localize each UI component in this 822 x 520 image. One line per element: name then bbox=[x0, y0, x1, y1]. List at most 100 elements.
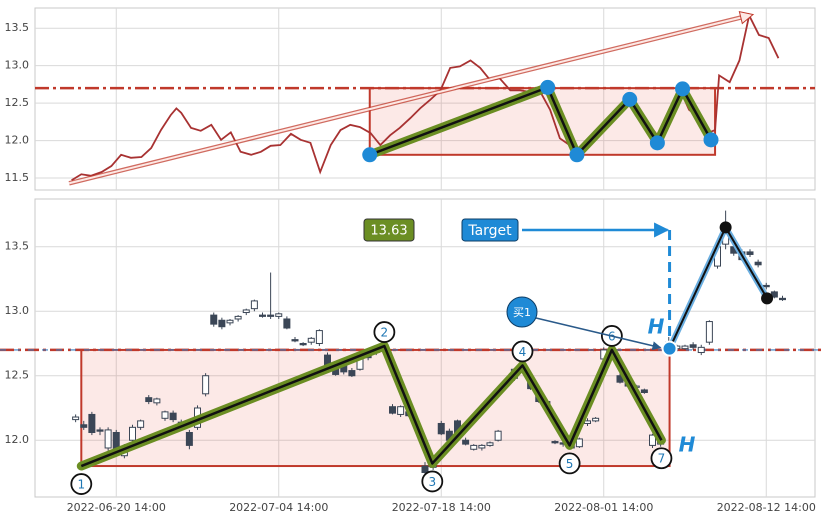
candle-body bbox=[88, 413, 96, 433]
candle-body bbox=[689, 344, 697, 348]
y-tick-label: 12.5 bbox=[5, 96, 30, 109]
target-value-box bbox=[363, 218, 415, 242]
candle-body bbox=[421, 465, 429, 473]
h-label: H bbox=[648, 315, 665, 339]
candle-body bbox=[478, 444, 486, 449]
candle-body bbox=[649, 434, 656, 446]
candle-body bbox=[145, 397, 153, 403]
candle-body bbox=[104, 429, 112, 449]
pattern-label: 2 bbox=[381, 326, 389, 340]
pattern-label: 5 bbox=[566, 457, 574, 471]
pattern-marker bbox=[650, 447, 673, 470]
candle-body bbox=[307, 337, 315, 343]
candle-body bbox=[470, 444, 478, 450]
candle-body bbox=[299, 342, 307, 346]
candle-body bbox=[169, 412, 177, 421]
trade-point bbox=[719, 221, 732, 234]
x-tick-label: 2022-07-18 14:00 bbox=[392, 501, 491, 514]
y-tick-label: 12.5 bbox=[5, 369, 30, 382]
pattern-marker bbox=[70, 473, 93, 495]
candle-body bbox=[697, 346, 705, 354]
y-tick-label: 11.5 bbox=[5, 171, 30, 184]
candle-body bbox=[754, 261, 762, 266]
candle-body bbox=[315, 330, 323, 344]
candle-body bbox=[681, 345, 689, 350]
y-tick-label: 13.5 bbox=[5, 21, 30, 34]
candle-body bbox=[283, 318, 291, 329]
candle-body bbox=[210, 314, 218, 325]
buy-label: 买1 bbox=[513, 306, 531, 319]
candle-body bbox=[267, 314, 275, 317]
candle-body bbox=[202, 375, 210, 395]
y-tick-label: 13.0 bbox=[5, 304, 30, 317]
candle-body bbox=[640, 389, 648, 394]
x-tick-label: 2022-08-01 14:00 bbox=[554, 501, 653, 514]
candle-body bbox=[746, 251, 754, 255]
target-label: Target bbox=[467, 223, 512, 239]
candle-body bbox=[242, 309, 250, 314]
pattern-line bbox=[80, 344, 663, 468]
pattern-point bbox=[649, 135, 665, 151]
candle-body bbox=[153, 398, 161, 404]
pattern-point bbox=[540, 79, 556, 95]
candle-body bbox=[185, 431, 193, 446]
candle-body bbox=[592, 417, 600, 422]
trend-arrow-head bbox=[738, 10, 755, 25]
candle-body bbox=[494, 430, 502, 441]
target-box bbox=[461, 218, 519, 242]
candle-body bbox=[348, 370, 356, 377]
candle-body bbox=[226, 319, 234, 324]
y-tick-label: 13.0 bbox=[5, 59, 30, 72]
candle-body bbox=[584, 420, 591, 424]
h-label: H bbox=[679, 433, 696, 457]
pattern-marker bbox=[558, 452, 581, 475]
candle-body bbox=[80, 424, 88, 428]
pattern-point bbox=[362, 147, 378, 163]
candle-body bbox=[96, 429, 104, 432]
candle-body bbox=[551, 441, 559, 444]
candle-body bbox=[437, 422, 445, 435]
candle-body bbox=[397, 406, 405, 415]
y-tick-label: 12.0 bbox=[5, 134, 30, 147]
candle-body bbox=[762, 284, 770, 288]
pattern-label: 4 bbox=[519, 345, 527, 359]
x-tick-label: 2022-06-20 14:00 bbox=[67, 501, 166, 514]
candle-body bbox=[486, 442, 494, 446]
candle-body bbox=[389, 406, 396, 414]
candle-body bbox=[259, 314, 266, 317]
pattern-marker bbox=[421, 470, 444, 493]
candle-body bbox=[234, 315, 242, 320]
pattern-marker bbox=[373, 321, 396, 343]
x-tick-label: 2022-07-04 14:00 bbox=[229, 501, 328, 514]
candle-body bbox=[161, 411, 169, 419]
candle-body bbox=[291, 339, 299, 342]
candle-body bbox=[462, 439, 470, 445]
candle-body bbox=[575, 438, 583, 448]
y-tick-label: 12.0 bbox=[5, 433, 30, 446]
pattern-label: 3 bbox=[428, 475, 436, 489]
pattern-label: 7 bbox=[658, 452, 666, 466]
candle-body bbox=[129, 426, 136, 441]
candle-body bbox=[705, 321, 713, 343]
candle-body bbox=[250, 300, 258, 310]
pattern-point bbox=[675, 81, 691, 97]
buy-arrow bbox=[535, 317, 662, 351]
y-tick-label: 13.5 bbox=[5, 240, 30, 253]
pattern-point bbox=[622, 91, 638, 107]
buy-bubble bbox=[506, 296, 538, 328]
candle-body bbox=[137, 420, 145, 428]
trend-arrow bbox=[68, 14, 750, 185]
candle-body bbox=[218, 319, 226, 328]
pattern-point bbox=[703, 132, 719, 148]
trade-point bbox=[761, 292, 774, 305]
pattern-marker bbox=[511, 340, 534, 363]
pattern-label: 1 bbox=[77, 478, 85, 492]
buy-point bbox=[661, 340, 678, 357]
target-value: 13.63 bbox=[370, 223, 407, 238]
candle-body bbox=[779, 297, 786, 301]
x-tick-label: 2022-08-12 14:00 bbox=[717, 501, 816, 514]
pattern-point bbox=[569, 147, 585, 163]
candle-body bbox=[72, 416, 80, 421]
